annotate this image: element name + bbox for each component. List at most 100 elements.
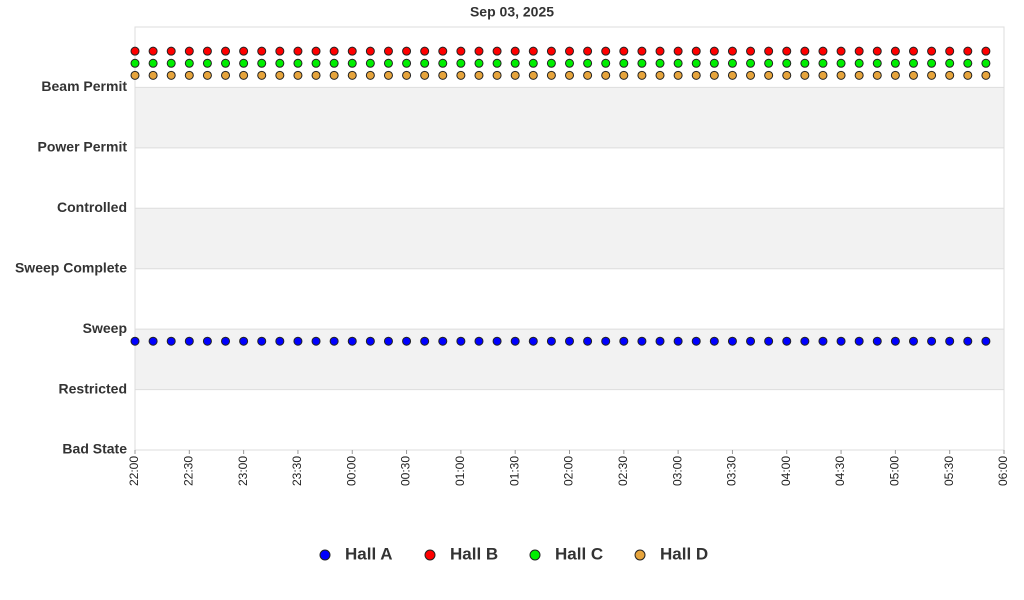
data-point: [402, 58, 412, 68]
data-point: [872, 46, 882, 56]
data-point: [854, 336, 864, 346]
legend-marker: [529, 549, 541, 561]
data-point: [727, 70, 737, 80]
data-point: [510, 70, 520, 80]
data-point: [691, 58, 701, 68]
data-point: [438, 70, 448, 80]
data-point: [836, 46, 846, 56]
data-point: [782, 336, 792, 346]
data-point: [981, 46, 991, 56]
data-point: [836, 70, 846, 80]
data-point: [311, 70, 321, 80]
data-point: [619, 58, 629, 68]
data-point: [945, 336, 955, 346]
data-point: [583, 46, 593, 56]
data-point: [583, 70, 593, 80]
data-point: [963, 58, 973, 68]
legend-marker: [424, 549, 436, 561]
legend-marker: [634, 549, 646, 561]
data-point: [311, 336, 321, 346]
data-point: [945, 70, 955, 80]
data-point: [257, 58, 267, 68]
data-point: [691, 70, 701, 80]
data-point: [565, 46, 574, 56]
data-point: [908, 58, 918, 68]
x-tick-label: 06:00: [996, 456, 1010, 486]
band: [135, 208, 1004, 269]
y-tick-label: Bad State: [62, 441, 127, 457]
data-point: [383, 70, 393, 80]
data-point: [583, 58, 593, 68]
data-point: [908, 70, 918, 80]
data-point: [818, 46, 828, 56]
data-point: [456, 58, 466, 68]
data-point: [655, 46, 665, 56]
data-point: [420, 336, 430, 346]
data-point: [383, 58, 393, 68]
data-point: [727, 58, 737, 68]
data-point: [130, 336, 140, 346]
legend-label: Hall A: [345, 544, 393, 563]
data-point: [221, 46, 231, 56]
data-point: [257, 336, 267, 346]
x-tick-label: 04:30: [833, 456, 847, 486]
data-point: [782, 58, 792, 68]
legend-label: Hall B: [450, 544, 498, 563]
data-point: [619, 70, 629, 80]
data-point: [293, 58, 303, 68]
data-point: [854, 46, 864, 56]
chart-title: Sep 03, 2025: [470, 4, 554, 20]
x-tick-label: 05:30: [942, 456, 956, 486]
data-point: [963, 46, 973, 56]
data-point: [166, 336, 176, 346]
data-point: [456, 46, 466, 56]
data-point: [528, 58, 538, 68]
data-point: [945, 46, 955, 56]
data-point: [691, 46, 701, 56]
data-point: [691, 336, 701, 346]
data-point: [890, 336, 900, 346]
data-point: [275, 70, 285, 80]
data-point: [908, 46, 918, 56]
data-point: [239, 46, 249, 56]
x-tick-label: 01:30: [507, 456, 521, 486]
data-point: [347, 46, 357, 56]
data-point: [347, 336, 357, 346]
data-point: [764, 46, 774, 56]
data-point: [148, 46, 158, 56]
band: [135, 87, 1004, 148]
data-point: [474, 58, 484, 68]
data-point: [546, 46, 556, 56]
data-point: [528, 46, 538, 56]
data-point: [347, 70, 357, 80]
data-point: [221, 58, 231, 68]
data-point: [365, 336, 375, 346]
data-point: [510, 336, 520, 346]
data-point: [311, 58, 321, 68]
data-point: [329, 58, 339, 68]
data-point: [655, 336, 665, 346]
data-point: [963, 336, 973, 346]
data-point: [854, 58, 864, 68]
data-point: [130, 46, 140, 56]
data-point: [275, 58, 285, 68]
data-point: [148, 58, 158, 68]
data-point: [257, 46, 267, 56]
data-point: [800, 70, 810, 80]
data-point: [565, 336, 574, 346]
data-point: [239, 58, 249, 68]
y-tick-label: Sweep: [83, 320, 127, 336]
data-point: [565, 70, 574, 80]
data-point: [221, 70, 231, 80]
x-tick-label: 03:00: [670, 456, 684, 486]
x-tick-label: 04:00: [779, 456, 793, 486]
data-point: [402, 70, 412, 80]
data-point: [311, 46, 321, 56]
data-point: [420, 46, 430, 56]
data-point: [746, 70, 756, 80]
data-point: [492, 46, 502, 56]
data-point: [981, 336, 991, 346]
data-point: [673, 336, 683, 346]
data-point: [746, 58, 756, 68]
data-point: [836, 58, 846, 68]
